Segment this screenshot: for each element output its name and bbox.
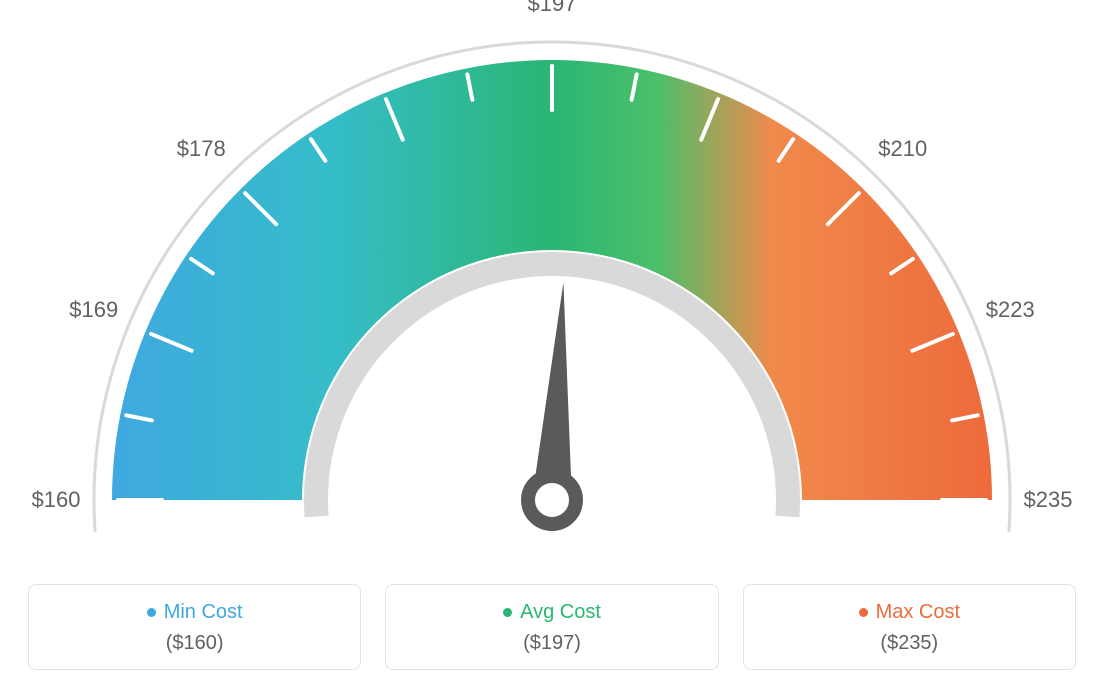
legend-value-max: ($235)	[754, 632, 1065, 655]
legend-card-max: Max Cost ($235)	[743, 584, 1076, 670]
gauge-tick-label: $197	[528, 0, 577, 17]
gauge: $160 $169 $178 $197 $210 $223 $235	[0, 0, 1104, 560]
legend-value-avg: ($197)	[396, 632, 707, 655]
legend-card-avg: Avg Cost ($197)	[385, 584, 718, 670]
legend-title-max: Max Cost	[859, 601, 960, 624]
gauge-tick-label: $169	[69, 297, 118, 323]
legend-value-min: ($160)	[39, 632, 350, 655]
dot-icon	[147, 608, 156, 617]
legend-label-avg: Avg Cost	[520, 601, 601, 624]
gauge-chart-container: $160 $169 $178 $197 $210 $223 $235 Min Cost ($…	[0, 0, 1104, 690]
legend-title-avg: Avg Cost	[503, 601, 601, 624]
gauge-tick-label: $235	[1024, 487, 1073, 513]
legend-row: Min Cost ($160) Avg Cost ($197) Max Cost…	[0, 584, 1104, 670]
gauge-svg	[0, 0, 1104, 560]
gauge-tick-label: $178	[177, 136, 226, 162]
gauge-tick-label: $210	[878, 136, 927, 162]
legend-title-min: Min Cost	[147, 601, 243, 624]
dot-icon	[503, 608, 512, 617]
gauge-tick-label: $223	[986, 297, 1035, 323]
legend-label-min: Min Cost	[164, 601, 243, 624]
gauge-tick-label: $160	[32, 487, 81, 513]
legend-label-max: Max Cost	[876, 601, 960, 624]
dot-icon	[859, 608, 868, 617]
legend-card-min: Min Cost ($160)	[28, 584, 361, 670]
